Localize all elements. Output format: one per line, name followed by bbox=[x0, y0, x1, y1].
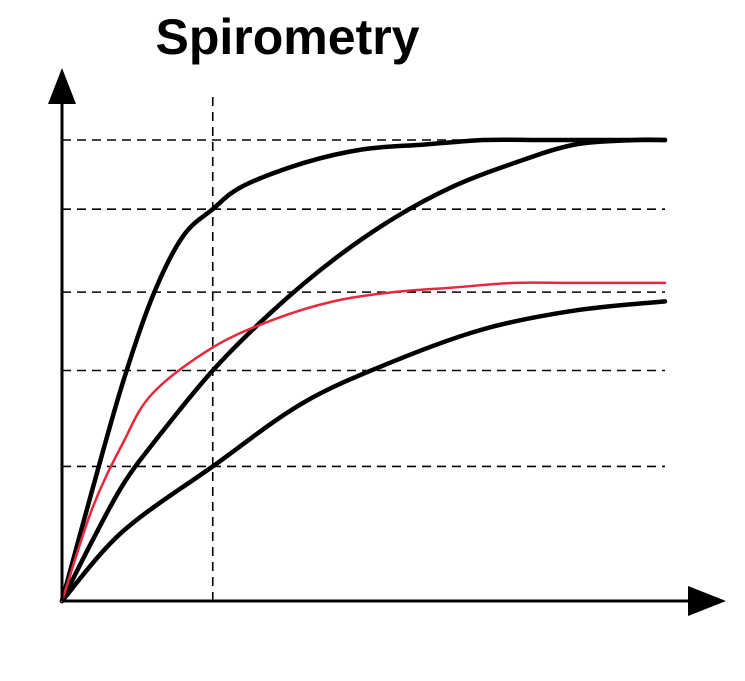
reference-lines bbox=[62, 97, 665, 601]
chart-title: Spirometry bbox=[155, 9, 420, 65]
axes bbox=[48, 68, 726, 616]
y-axis-arrow-icon bbox=[48, 68, 76, 104]
series-line-0 bbox=[59, 137, 668, 604]
x-axis-arrow-icon bbox=[688, 586, 726, 616]
series-line-3 bbox=[60, 281, 667, 603]
series-line-2 bbox=[59, 299, 668, 604]
series-group bbox=[59, 137, 668, 604]
series-line-1 bbox=[59, 137, 668, 604]
